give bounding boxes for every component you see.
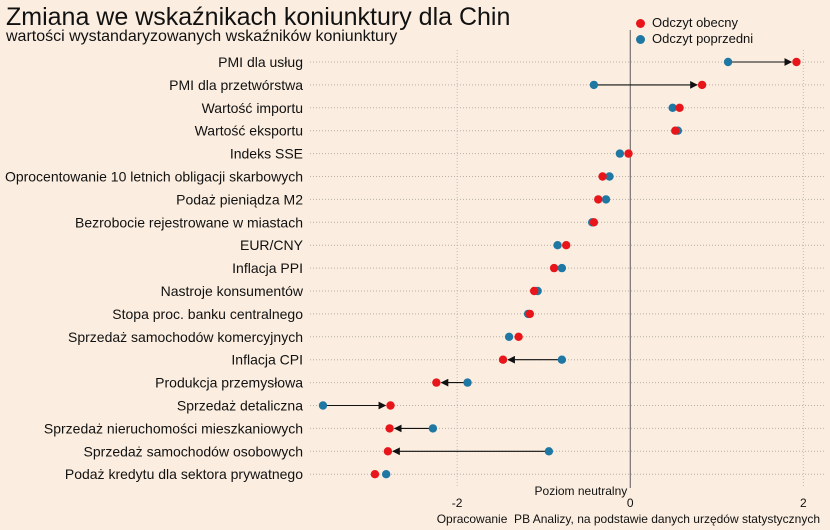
category-label: Wartość importu [202,100,303,116]
legend-swatch-previous [636,34,645,44]
point-previous [318,401,328,410]
point-current [370,470,380,479]
category-label: Wartość eksportu [195,123,303,139]
point-current [594,195,603,204]
point-previous [428,424,438,433]
legend-label-previous: Odczyt poprzedni [652,31,754,46]
category-label: Stopa proc. banku centralnego [112,306,303,322]
point-previous [381,470,391,479]
category-label: Sprzedaż nieruchomości mieszkaniowych [44,420,303,436]
point-previous [601,195,611,204]
point-current [432,378,441,387]
category-label: Oprocentowanie 10 letnich obligacji skar… [5,169,303,185]
category-label: Inflacja PPI [232,260,303,276]
legend-swatch-current [636,18,645,28]
point-current [792,57,801,67]
category-label: Podaż pieniądza M2 [176,191,303,207]
point-previous [723,57,733,67]
category-label: Sprzedaż detaliczna [177,398,303,414]
point-current [675,103,684,113]
point-current [598,172,607,181]
point-current [514,332,523,341]
category-label: Sprzedaż samochodów osobowych [84,443,303,459]
point-current [385,424,394,433]
point-current [529,286,539,296]
point-previous [589,80,599,90]
point-current [562,241,571,250]
x-tick-label: 2 [800,496,807,510]
point-current [498,355,508,364]
source-caption: Opracowanie PB Analizy, na podstawie dan… [436,512,820,526]
point-previous [463,378,472,387]
category-label: Sprzedaż samochodów komercyjnych [68,329,303,345]
legend-item-current: Odczyt obecny [636,15,753,31]
point-previous [557,263,567,273]
category-label: Indeks SSE [230,146,303,162]
point-current [589,218,599,227]
category-label: Produkcja przemysłowa [155,375,303,391]
category-label: PMI dla usług [218,54,303,70]
point-previous [668,103,677,113]
point-previous [615,149,625,158]
point-current [697,80,707,90]
x-tick-label: 0 [627,496,634,510]
x-tick-label: -2 [452,496,463,510]
point-current [549,263,559,273]
chart-subtitle: wartości wystandaryzowanych wskaźników k… [6,28,398,45]
point-previous [553,241,562,250]
chart-legend: Odczyt obecny Odczyt poprzedni [636,15,753,47]
category-label: PMI dla przetwórstwa [169,77,303,93]
chart-title: Zmiana we wskaźnikach koniunktury dla Ch… [6,3,511,31]
neutral-line-label: Poziom neutralny [535,484,628,498]
category-label: Podaż kredytu dla sektora prywatnego [65,466,303,482]
point-current [383,447,393,456]
point-previous [504,332,514,341]
point-previous [605,172,614,181]
category-label: Bezrobocie rejestrowane w miastach [75,214,303,230]
category-label: Inflacja CPI [231,352,303,368]
point-current [624,149,633,158]
point-current [525,309,535,319]
point-previous [557,355,567,364]
point-current [386,401,395,410]
legend-item-previous: Odczyt poprzedni [636,31,753,47]
legend-label-current: Odczyt obecny [652,15,738,30]
point-current [671,126,680,135]
point-previous [544,447,554,456]
category-label: Nastroje konsumentów [161,283,304,299]
category-label: EUR/CNY [240,237,304,253]
